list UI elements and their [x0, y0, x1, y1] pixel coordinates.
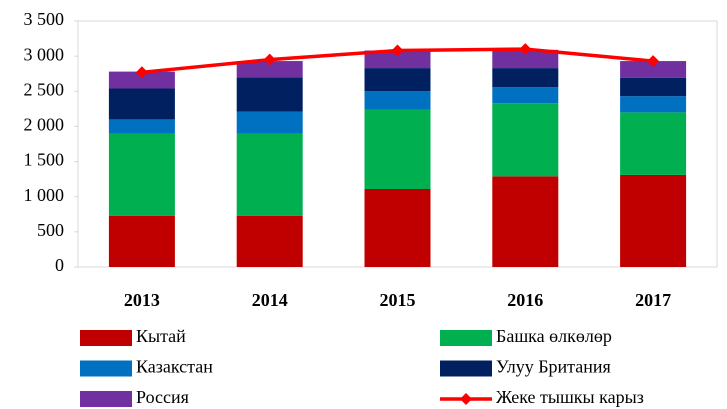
bar-segment	[364, 188, 431, 267]
legend-swatch	[440, 360, 492, 377]
legend-label: Улуу Британия	[496, 357, 611, 377]
legend-marker	[460, 393, 472, 405]
bar-segment	[620, 174, 687, 267]
y-tick-label: 3 500	[24, 9, 65, 29]
bar-segment	[620, 96, 687, 113]
legend-label: Казакстан	[136, 357, 213, 377]
x-tick-label: 2016	[507, 290, 543, 310]
bar-segment	[364, 109, 431, 189]
legend-label: Кытай	[136, 326, 186, 346]
bar-segment	[108, 88, 175, 120]
bar-segment	[492, 49, 559, 69]
bar-segment	[236, 77, 303, 112]
y-tick-label: 0	[55, 255, 64, 275]
x-tick-label: 2014	[252, 290, 288, 310]
line-marker	[647, 55, 660, 68]
bar-segment	[108, 215, 175, 267]
x-tick-label: 2017	[635, 290, 671, 310]
legend-label: Башка өлкөлөр	[496, 326, 612, 346]
legend-swatch	[440, 330, 492, 346]
bar-segment	[620, 61, 687, 78]
y-tick-label: 2 000	[24, 115, 65, 135]
bar-segment	[492, 176, 559, 267]
legend-swatch	[80, 330, 132, 346]
bar-segment	[236, 111, 303, 134]
line-marker	[519, 43, 532, 56]
y-tick-label: 1 000	[24, 185, 65, 205]
x-tick-label: 2015	[380, 290, 416, 310]
bar-segment	[492, 87, 559, 104]
bar-segment	[236, 215, 303, 267]
legend-swatch	[80, 391, 132, 407]
legend-swatch	[80, 360, 132, 377]
bar-segment	[364, 50, 431, 69]
bar-segment	[492, 103, 559, 177]
bar-segment	[108, 119, 175, 134]
bar-segment	[620, 77, 687, 97]
bar-segment	[236, 61, 303, 78]
bar-segment	[620, 112, 687, 175]
bar-segment	[236, 133, 303, 216]
y-tick-label: 1 500	[24, 150, 65, 170]
bar-segment	[108, 133, 175, 216]
bar-segment	[492, 68, 559, 88]
legend-label: Россия	[136, 387, 189, 407]
bar-segment	[364, 91, 431, 110]
bar-segment	[364, 68, 431, 92]
line-marker	[135, 66, 148, 79]
y-tick-label: 3 000	[24, 44, 65, 64]
line-marker	[263, 53, 276, 66]
y-tick-label: 2 500	[24, 79, 65, 99]
legend-label: Жеке тышкы карыз	[496, 387, 644, 407]
bar-segment	[108, 71, 175, 89]
y-tick-label: 500	[37, 220, 64, 240]
x-tick-label: 2013	[124, 290, 160, 310]
line-marker	[391, 44, 404, 57]
